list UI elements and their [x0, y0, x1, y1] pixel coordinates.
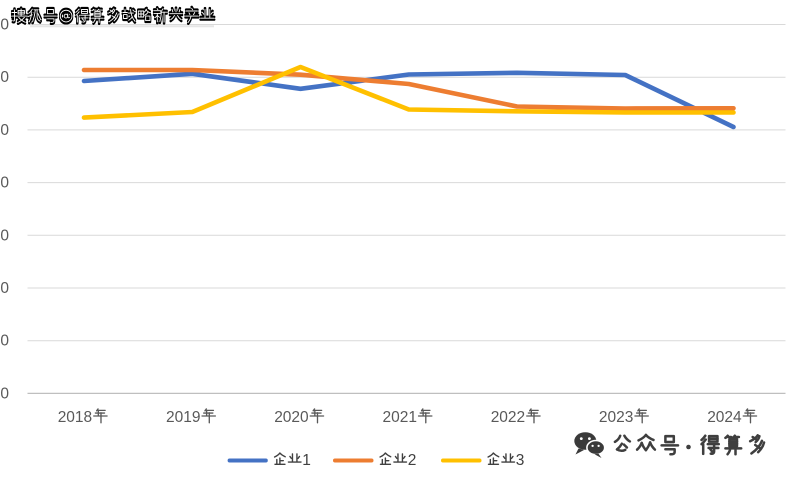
svg-text:2021: 2021: [383, 409, 417, 426]
svg-text:2022: 2022: [491, 409, 525, 426]
svg-text:00: 00: [0, 175, 9, 192]
svg-text:00: 00: [0, 122, 9, 139]
svg-text:3: 3: [516, 452, 525, 469]
svg-text:00: 00: [0, 227, 9, 244]
svg-text:2: 2: [408, 452, 417, 469]
svg-text:2018: 2018: [58, 409, 92, 426]
svg-text:00: 00: [0, 69, 9, 86]
svg-text:00: 00: [0, 385, 9, 402]
svg-text:2024: 2024: [707, 409, 742, 426]
svg-text:2019: 2019: [166, 409, 200, 426]
svg-text:00: 00: [0, 17, 9, 34]
svg-text:2020: 2020: [274, 409, 309, 426]
svg-text:1: 1: [302, 452, 311, 469]
svg-text:00: 00: [0, 333, 9, 350]
svg-text:2023: 2023: [599, 409, 633, 426]
svg-text:00: 00: [0, 280, 9, 297]
